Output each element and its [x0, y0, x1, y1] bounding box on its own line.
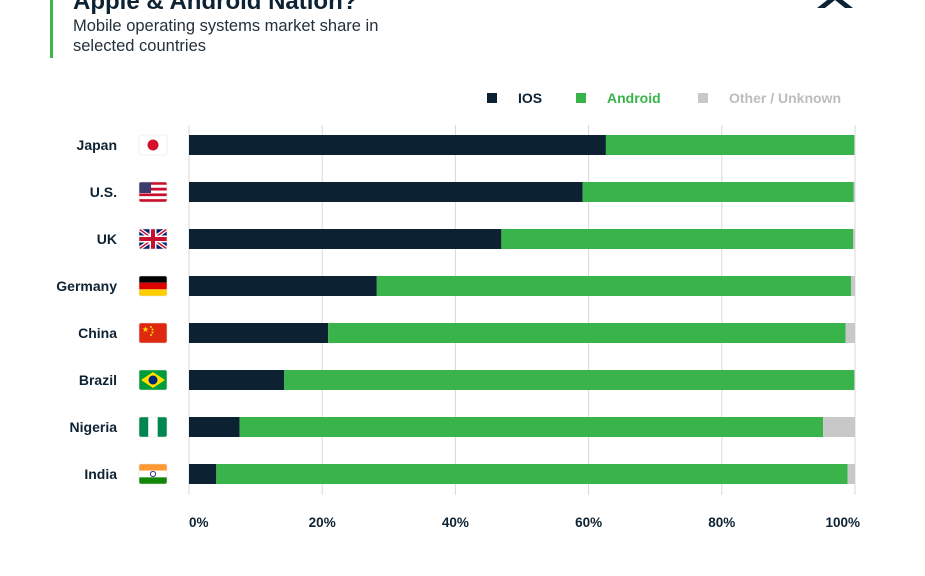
brand-logo-icon — [815, 0, 855, 12]
bar-ios — [189, 229, 502, 249]
x-tick-label: 40% — [442, 515, 469, 530]
chart-title: Apple & Android Nation? — [73, 0, 358, 15]
x-tick-label: 0% — [189, 515, 209, 530]
bar-ios — [189, 323, 329, 343]
bar-android — [328, 323, 846, 343]
bar-ios — [189, 370, 285, 390]
category-label: Japan — [77, 137, 117, 153]
bar-other-unknown — [854, 370, 855, 390]
flag-nigeria-icon — [138, 416, 168, 438]
flag-japan-icon — [138, 134, 168, 156]
bar-android — [284, 370, 855, 390]
bar-android — [216, 464, 848, 484]
bar-other-unknown — [845, 323, 855, 343]
chart-header: Apple & Android Nation? Mobile operating… — [50, 0, 473, 58]
bar-other-unknown — [851, 276, 855, 296]
chart-legend: IOS Android Other / Unknown — [0, 88, 925, 108]
bar-other-unknown — [853, 229, 855, 249]
category-label: India — [84, 466, 117, 482]
chart-subtitle: Mobile operating systems market share in… — [73, 17, 379, 55]
bar-android — [239, 417, 824, 437]
category-label: China — [78, 325, 117, 341]
flag-india-icon — [138, 463, 168, 485]
bar-ios — [189, 276, 377, 296]
flag-brazil-icon — [138, 369, 168, 391]
bar-android — [605, 135, 855, 155]
flag-uk-icon — [138, 228, 168, 250]
bar-other-unknown — [823, 417, 855, 437]
bar-android — [501, 229, 854, 249]
x-tick-label: 20% — [309, 515, 336, 530]
flag-china-icon: ★ — [138, 322, 168, 344]
bar-other-unknown — [853, 182, 855, 202]
x-tick-label: 80% — [708, 515, 735, 530]
bar-ios — [189, 417, 240, 437]
legend-label: Other / Unknown — [729, 90, 841, 106]
category-label: Germany — [56, 278, 117, 294]
category-label: UK — [97, 231, 117, 247]
legend-swatch — [487, 93, 497, 103]
category-label: U.S. — [90, 184, 117, 200]
bar-ios — [189, 464, 217, 484]
flag-usa-icon — [138, 181, 168, 203]
legend-label: IOS — [518, 90, 543, 106]
x-tick-label: 60% — [575, 515, 602, 530]
category-label: Nigeria — [70, 419, 118, 435]
legend-swatch — [698, 93, 708, 103]
bar-ios — [189, 135, 606, 155]
x-tick-label: 100% — [825, 515, 860, 530]
legend-swatch — [576, 93, 586, 103]
bar-android — [582, 182, 854, 202]
bar-other-unknown — [847, 464, 855, 484]
category-label: Brazil — [79, 372, 117, 388]
svg-text:★: ★ — [142, 325, 149, 334]
bar-android — [376, 276, 852, 296]
bar-ios — [189, 182, 583, 202]
legend-label: Android — [607, 90, 661, 106]
flag-germany-icon — [138, 275, 168, 297]
bar-other-unknown — [854, 135, 855, 155]
